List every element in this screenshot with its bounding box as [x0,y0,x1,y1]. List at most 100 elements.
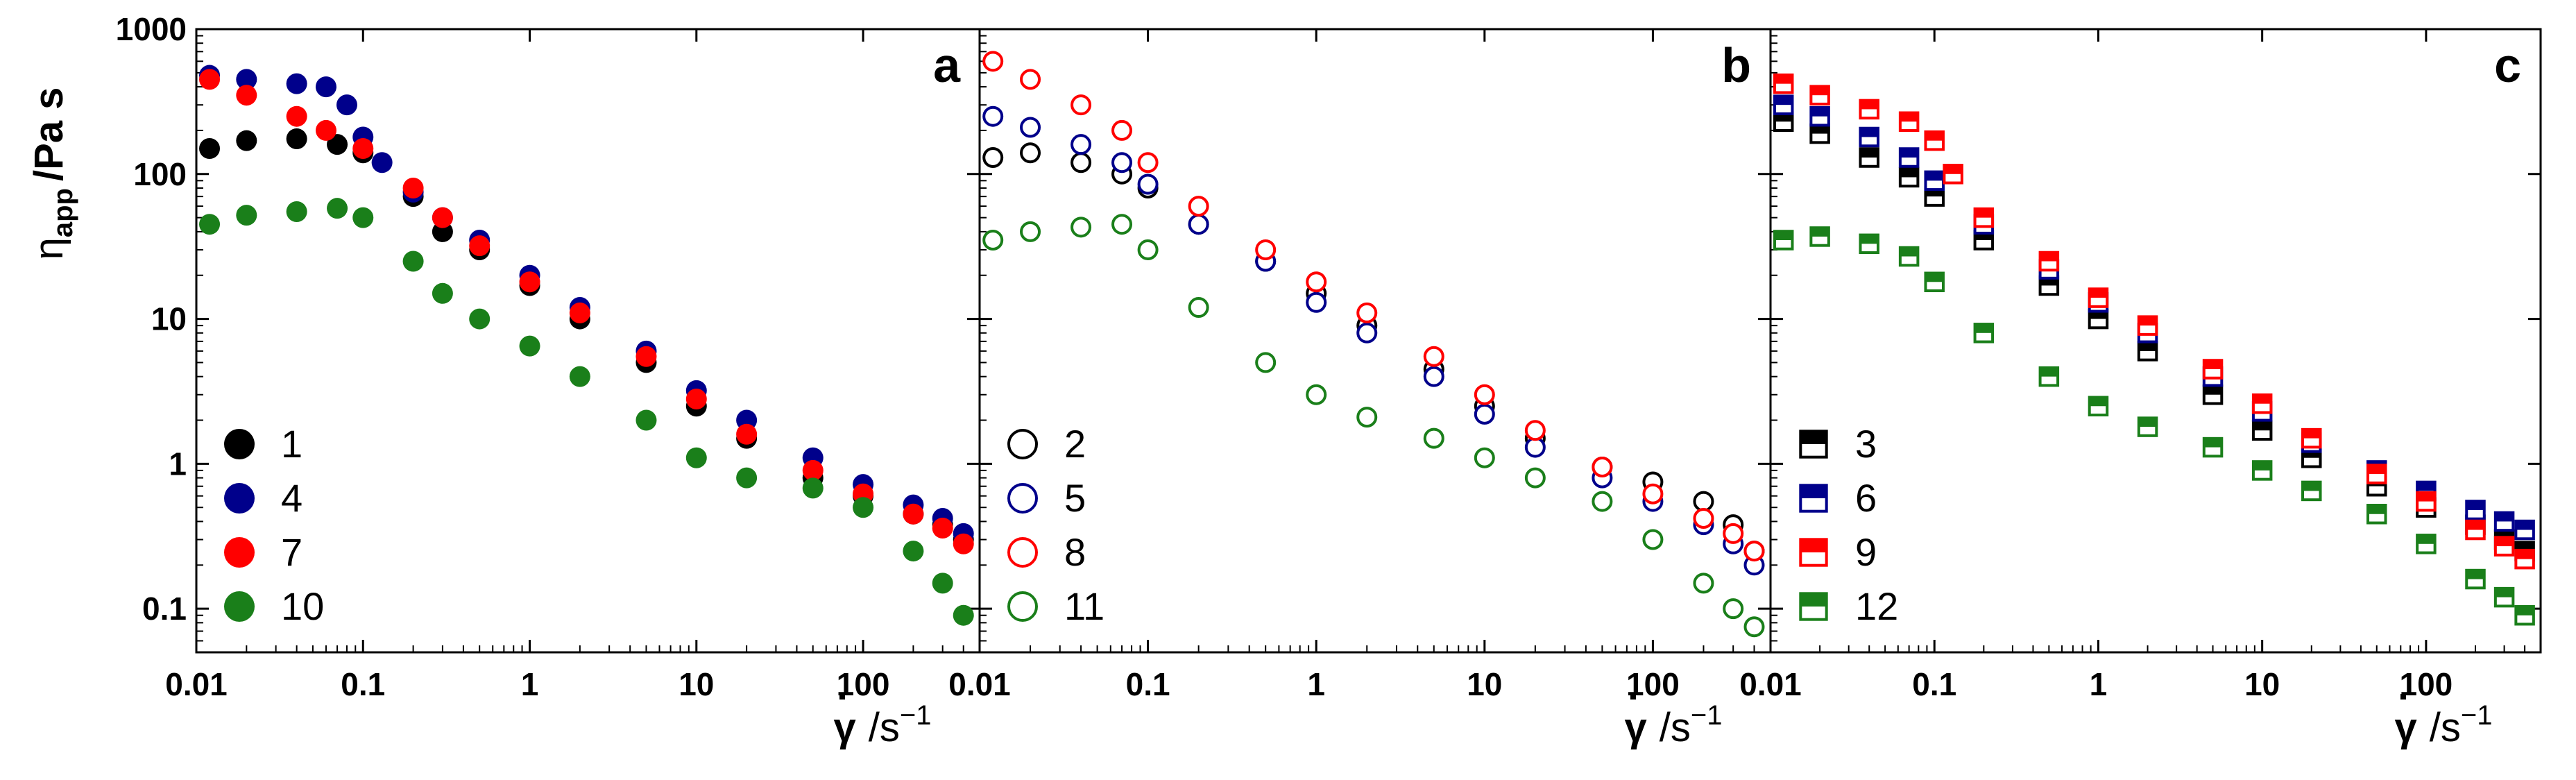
data-point [1973,207,1995,228]
data-point [1423,346,1444,367]
data-point [636,409,657,431]
square-fill [1925,131,1943,141]
legend-label: 2 [1064,422,1086,466]
square-fill [1860,149,1878,158]
square-fill [1974,324,1993,333]
data-point [853,497,874,518]
data-point [1809,123,1830,144]
data-point [2088,308,2109,330]
data-point [1071,217,1092,238]
data-point [1723,523,1744,544]
legend-marker [1007,429,1038,459]
square-fill [1811,124,1829,134]
panels: 0.01 0.1 1 10 1000.11101001000a14710γ/s−10.0… [116,11,2542,750]
square-fill [1925,171,1943,181]
data-point [2202,359,2224,380]
data-point [1693,573,1714,594]
legend-marker [224,537,255,568]
legend-marker [1007,537,1038,568]
square-fill [2495,588,2514,597]
y-tick-label: 1 [169,446,187,482]
square-fill [1811,86,1829,96]
square-fill [2417,482,2435,491]
data-point [2088,396,2109,417]
legend-label: 1 [281,422,302,466]
square-fill [1900,247,1918,257]
square-fill [1811,228,1829,237]
gamma-dot [839,694,845,700]
legend-label: 12 [1855,584,1898,628]
square-fill [1774,96,1793,105]
square-fill [2303,429,2321,439]
data-point [932,517,953,539]
data-point [1898,147,1920,168]
x-tick-label: 1 [521,666,539,702]
x-axis-title-exponent: −1 [2461,700,2493,731]
y-axis-title-unit: /Pa s [26,87,71,181]
x-tick-label: 0.01 [1739,666,1802,702]
square-fill [2138,342,2157,351]
data-point [1474,447,1495,468]
data-point [469,235,491,257]
legend-label: 10 [281,584,324,628]
data-point [1474,384,1495,405]
legend-marker [224,429,255,459]
data-point [2514,604,2535,626]
data-point [1071,94,1092,116]
data-point [315,119,336,141]
data-point [2301,427,2322,449]
data-point [2493,536,2515,557]
data-point [2088,287,2109,308]
legend-label: 8 [1064,530,1086,574]
data-point [1137,239,1159,260]
legend-marker [1799,538,1828,567]
series-10: 10 [199,198,974,628]
x-tick-label: 0.1 [341,666,385,702]
data-point [2416,491,2437,512]
data-point [1188,297,1209,319]
x-axis-title-unit: /s [2430,705,2461,750]
data-point [2514,519,2535,541]
square-fill [1800,593,1827,607]
legend-label: 6 [1855,476,1877,520]
x-axis-title-symbol: γ [834,705,857,750]
square-fill [2089,397,2108,407]
data-point [1111,152,1133,173]
square-fill [2040,252,2058,262]
legend-label: 7 [281,530,302,574]
data-point [1524,436,1546,458]
data-point [1071,152,1092,173]
legend-marker [224,483,255,514]
data-point [519,335,540,357]
y-tick-label: 1000 [116,11,187,47]
data-point [1356,407,1378,428]
y-tick-label: 100 [133,156,187,192]
square-fill [2138,418,2157,427]
data-point [199,214,221,235]
x-tick-label: 100 [2400,666,2453,702]
x-tick-label: 100 [837,666,890,702]
x-axis-title-unit: /s [1660,705,1691,750]
data-point [199,69,221,90]
data-point [2301,480,2322,502]
square-fill [1860,128,1878,137]
data-point [2038,366,2060,387]
square-fill [2466,570,2484,579]
data-point [802,477,824,499]
data-point [236,130,257,151]
data-point [569,366,590,387]
data-point [1743,541,1765,562]
data-point [1898,246,1920,267]
data-point [736,467,758,489]
panel-letter: b [1721,38,1751,92]
data-point [236,85,257,106]
data-point [2366,504,2387,525]
data-point [2137,341,2158,362]
data-point [1924,271,1945,293]
data-point [236,69,257,90]
data-point [1592,491,1613,512]
data-point [352,138,374,160]
x-tick-label: 10 [2244,666,2280,702]
square-fill [1774,74,1793,84]
